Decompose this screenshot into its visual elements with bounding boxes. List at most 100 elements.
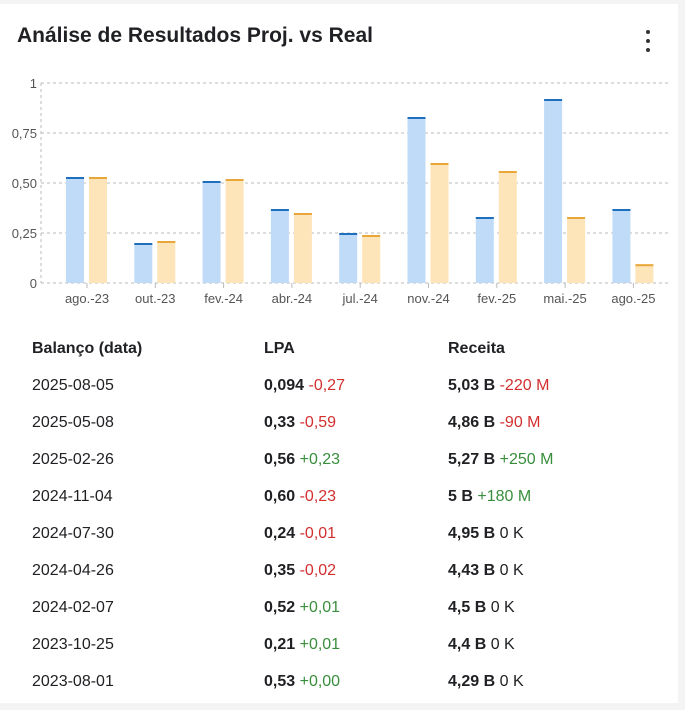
bar-real: [430, 163, 449, 283]
row-eps: 0,52 +0,01: [264, 599, 340, 617]
eps-value: 0,21: [264, 636, 296, 653]
eps-value: 0,53: [264, 673, 296, 690]
bar-real: [567, 217, 586, 283]
bar-real-cap: [567, 217, 586, 219]
header-eps: LPA: [264, 340, 295, 357]
bar-projected: [407, 117, 426, 283]
bar-real: [362, 235, 381, 283]
bar-projected: [202, 181, 221, 283]
eps-value: 0,24: [264, 525, 296, 542]
row-revenue: 5 B +180 M: [448, 488, 531, 506]
eps-diff: +0,23: [299, 451, 341, 468]
row-eps: 0,60 -0,23: [264, 488, 336, 506]
revenue-diff: 0 K: [490, 599, 515, 616]
bar-projected: [270, 209, 289, 283]
card-title: Análise de Resultados Proj. vs Real: [17, 24, 373, 47]
bar-projected-cap: [339, 233, 358, 235]
bar-real: [89, 177, 107, 283]
bar-projected-cap: [612, 209, 631, 211]
table-row: 2025-05-08 0,33 -0,59 4,86 B -90 M: [0, 414, 678, 451]
y-tick-label: 0,25: [12, 226, 37, 241]
row-revenue: 4,95 B 0 K: [448, 525, 524, 543]
table-row: 2023-10-25 0,21 +0,01 4,4 B 0 K: [0, 636, 678, 673]
revenue-diff: +250 M: [499, 451, 554, 468]
bar-projected: [475, 217, 494, 283]
table-row: 2025-08-05 0,094 -0,27 5,03 B -220 M: [0, 377, 678, 414]
bar-real-cap: [225, 179, 244, 181]
eps-diff: -0,59: [299, 414, 337, 431]
row-eps: 0,33 -0,59: [264, 414, 336, 432]
row-revenue: 4,4 B 0 K: [448, 636, 515, 654]
row-date: 2023-08-01: [32, 673, 114, 690]
row-date: 2025-05-08: [32, 414, 114, 431]
earnings-card: [0, 4, 678, 703]
bar-projected-cap: [270, 209, 289, 211]
bar-real-cap: [430, 163, 449, 165]
revenue-value: 5 B: [448, 488, 473, 505]
row-date: 2024-02-07: [32, 599, 114, 616]
revenue-value: 4,29 B: [448, 673, 496, 690]
table-row: 2024-04-26 0,35 -0,02 4,43 B 0 K: [0, 562, 678, 599]
bar-projected-cap: [66, 177, 84, 179]
row-eps: 0,35 -0,02: [264, 562, 336, 580]
revenue-diff: 0 K: [499, 673, 524, 690]
x-tick-label: jul.-24: [341, 291, 377, 306]
bar-projected-cap: [202, 181, 221, 183]
x-tick-label: fev.-24: [204, 291, 243, 306]
bar-real: [157, 241, 176, 283]
row-date: 2023-10-25: [32, 636, 114, 653]
row-eps: 0,56 +0,23: [264, 451, 340, 469]
row-eps: 0,53 +0,00: [264, 673, 340, 691]
bar-real-cap: [362, 235, 381, 237]
row-date: 2024-11-04: [32, 488, 113, 505]
y-tick-label: 0,75: [12, 126, 37, 141]
x-tick-label: mai.-25: [543, 291, 586, 306]
bar-real-cap: [293, 213, 312, 215]
eps-value: 0,52: [264, 599, 296, 616]
eps-value: 0,33: [264, 414, 296, 431]
eps-diff: -0,27: [308, 377, 345, 394]
bar-projected-cap: [134, 243, 153, 245]
bar-projected: [544, 99, 563, 283]
eps-diff: -0,02: [299, 562, 337, 579]
eps-value: 0,56: [264, 451, 296, 468]
earnings-table: Balanço (data) LPA Receita 2025-08-05 0,…: [0, 340, 678, 710]
row-date: 2024-07-30: [32, 525, 114, 542]
revenue-value: 4,86 B: [448, 414, 496, 431]
revenue-diff: 0 K: [490, 636, 515, 653]
revenue-value: 4,43 B: [448, 562, 496, 579]
row-revenue: 5,27 B +250 M: [448, 451, 553, 469]
table-row: 2023-08-01 0,53 +0,00 4,29 B 0 K: [0, 673, 678, 710]
row-date: 2025-02-26: [32, 451, 114, 468]
y-tick-label: 0,50: [12, 176, 37, 191]
bar-projected-cap: [544, 99, 563, 101]
header-date: Balanço (data): [32, 340, 143, 357]
table-header: Balanço (data) LPA Receita: [0, 340, 678, 377]
eps-diff: +0,01: [299, 636, 341, 653]
bar-projected: [612, 209, 631, 283]
bar-real-cap: [89, 177, 107, 179]
bar-real-cap: [635, 264, 654, 267]
eps-diff: -0,23: [299, 488, 337, 505]
eps-diff: -0,01: [299, 525, 337, 542]
x-tick-label: nov.-24: [407, 291, 449, 306]
x-tick-label: abr.-24: [272, 291, 312, 306]
row-date: 2025-08-05: [32, 377, 114, 394]
revenue-value: 4,5 B: [448, 599, 487, 616]
x-tick-label: ago.-25: [611, 291, 655, 306]
x-tick-label: ago.-23: [65, 291, 109, 306]
y-tick-label: 0: [30, 276, 37, 291]
x-tick-label: fev.-25: [477, 291, 516, 306]
revenue-value: 4,95 B: [448, 525, 496, 542]
bar-real: [498, 171, 517, 283]
bar-projected: [66, 177, 84, 283]
table-row: 2024-07-30 0,24 -0,01 4,95 B 0 K: [0, 525, 678, 562]
eps-value: 0,60: [264, 488, 296, 505]
bar-projected: [339, 233, 358, 283]
revenue-diff: -220 M: [499, 377, 550, 394]
bar-real: [225, 179, 244, 283]
row-revenue: 4,5 B 0 K: [448, 599, 515, 617]
more-options-icon[interactable]: [638, 30, 658, 52]
revenue-diff: -90 M: [499, 414, 541, 431]
row-revenue: 5,03 B -220 M: [448, 377, 549, 395]
